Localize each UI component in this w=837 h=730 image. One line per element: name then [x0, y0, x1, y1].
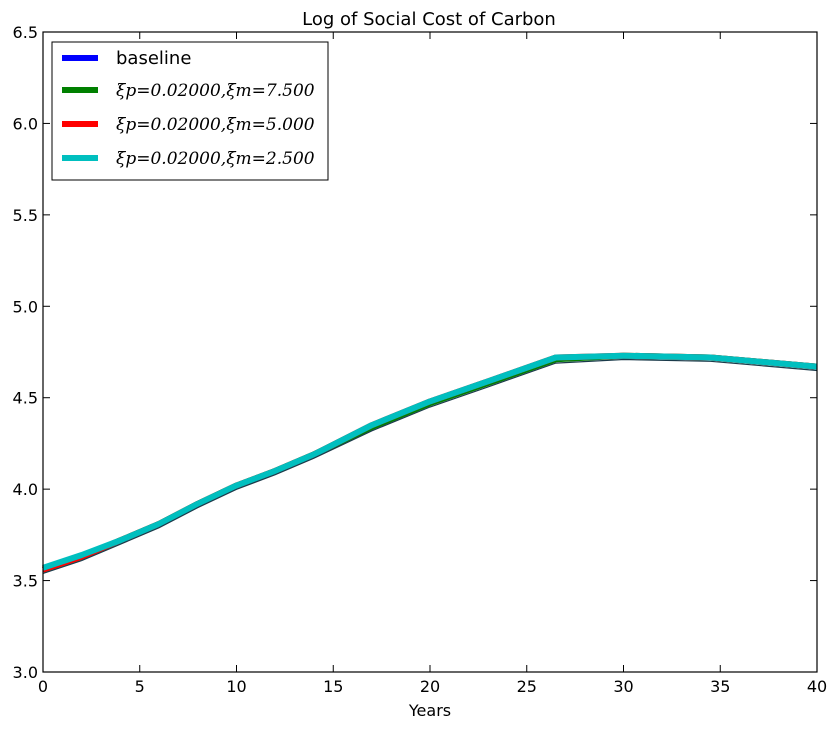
y-tick-label: 5.0: [13, 297, 38, 316]
x-tick-label: 5: [135, 677, 145, 696]
x-tick-label: 25: [517, 677, 537, 696]
y-tick-label: 6.0: [13, 114, 38, 133]
legend-label: ξp=0.02000,ξm=7.500: [116, 81, 315, 101]
legend-label: baseline: [116, 48, 191, 69]
legend-label: ξp=0.02000,ξm=2.500: [116, 149, 315, 169]
x-axis-ticks: 0 5 10 15 20 25 30 35 40: [38, 32, 827, 696]
x-tick-label: 20: [420, 677, 440, 696]
x-tick-label: 0: [38, 677, 48, 696]
chart-title: Log of Social Cost of Carbon: [302, 9, 556, 30]
x-tick-label: 15: [323, 677, 343, 696]
y-tick-label: 3.5: [13, 572, 38, 591]
legend: baseline ξp=0.02000,ξm=7.500 ξp=0.02000,ξm…: [51, 41, 329, 181]
series-lines: [42, 352, 818, 574]
y-tick-label: 3.0: [13, 663, 38, 682]
y-tick-label: 5.5: [13, 206, 38, 225]
x-axis-label: Years: [408, 701, 451, 720]
y-tick-label: 4.0: [13, 480, 38, 499]
series-line-baseline-outline: [42, 358, 818, 574]
x-tick-label: 40: [807, 677, 827, 696]
legend-label: ξp=0.02000,ξm=5.000: [116, 115, 315, 135]
y-axis-ticks: 3.0 3.5 4.0 4.5 5.0 5.5 6.0 6.5: [13, 23, 817, 682]
y-tick-label: 6.5: [13, 23, 38, 42]
y-tick-label: 4.5: [13, 389, 38, 408]
x-tick-label: 10: [226, 677, 246, 696]
x-tick-label: 30: [613, 677, 633, 696]
series-line-3: [42, 352, 818, 571]
x-tick-label: 35: [710, 677, 730, 696]
